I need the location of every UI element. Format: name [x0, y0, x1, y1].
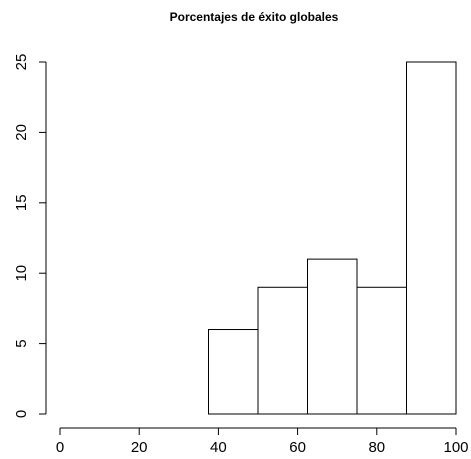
chart-title: Porcentajes de éxito globales — [170, 10, 339, 24]
y-tick-label: 20 — [13, 124, 30, 141]
histogram-bar — [356, 286, 407, 415]
x-tick-label: 40 — [210, 439, 227, 456]
y-axis: 0 5 10 15 20 25 — [13, 54, 47, 418]
y-tick-label: 25 — [13, 54, 30, 71]
histogram-bar — [208, 329, 259, 415]
x-tick-label: 60 — [289, 439, 306, 456]
histogram-bar — [406, 61, 457, 415]
y-tick-label: 10 — [13, 265, 30, 282]
bars-group — [208, 61, 457, 415]
x-tick-label: 20 — [131, 439, 148, 456]
histogram-bar — [307, 258, 358, 415]
y-tick-label: 15 — [13, 194, 30, 211]
y-tick-label: 0 — [13, 410, 30, 418]
histogram-bar — [257, 286, 308, 415]
x-axis: 0 20 40 60 80 100 — [56, 427, 469, 456]
x-tick-label: 0 — [56, 439, 64, 456]
y-tick-label: 5 — [13, 339, 30, 347]
x-tick-label: 100 — [443, 439, 468, 456]
x-tick-label: 80 — [368, 439, 385, 456]
